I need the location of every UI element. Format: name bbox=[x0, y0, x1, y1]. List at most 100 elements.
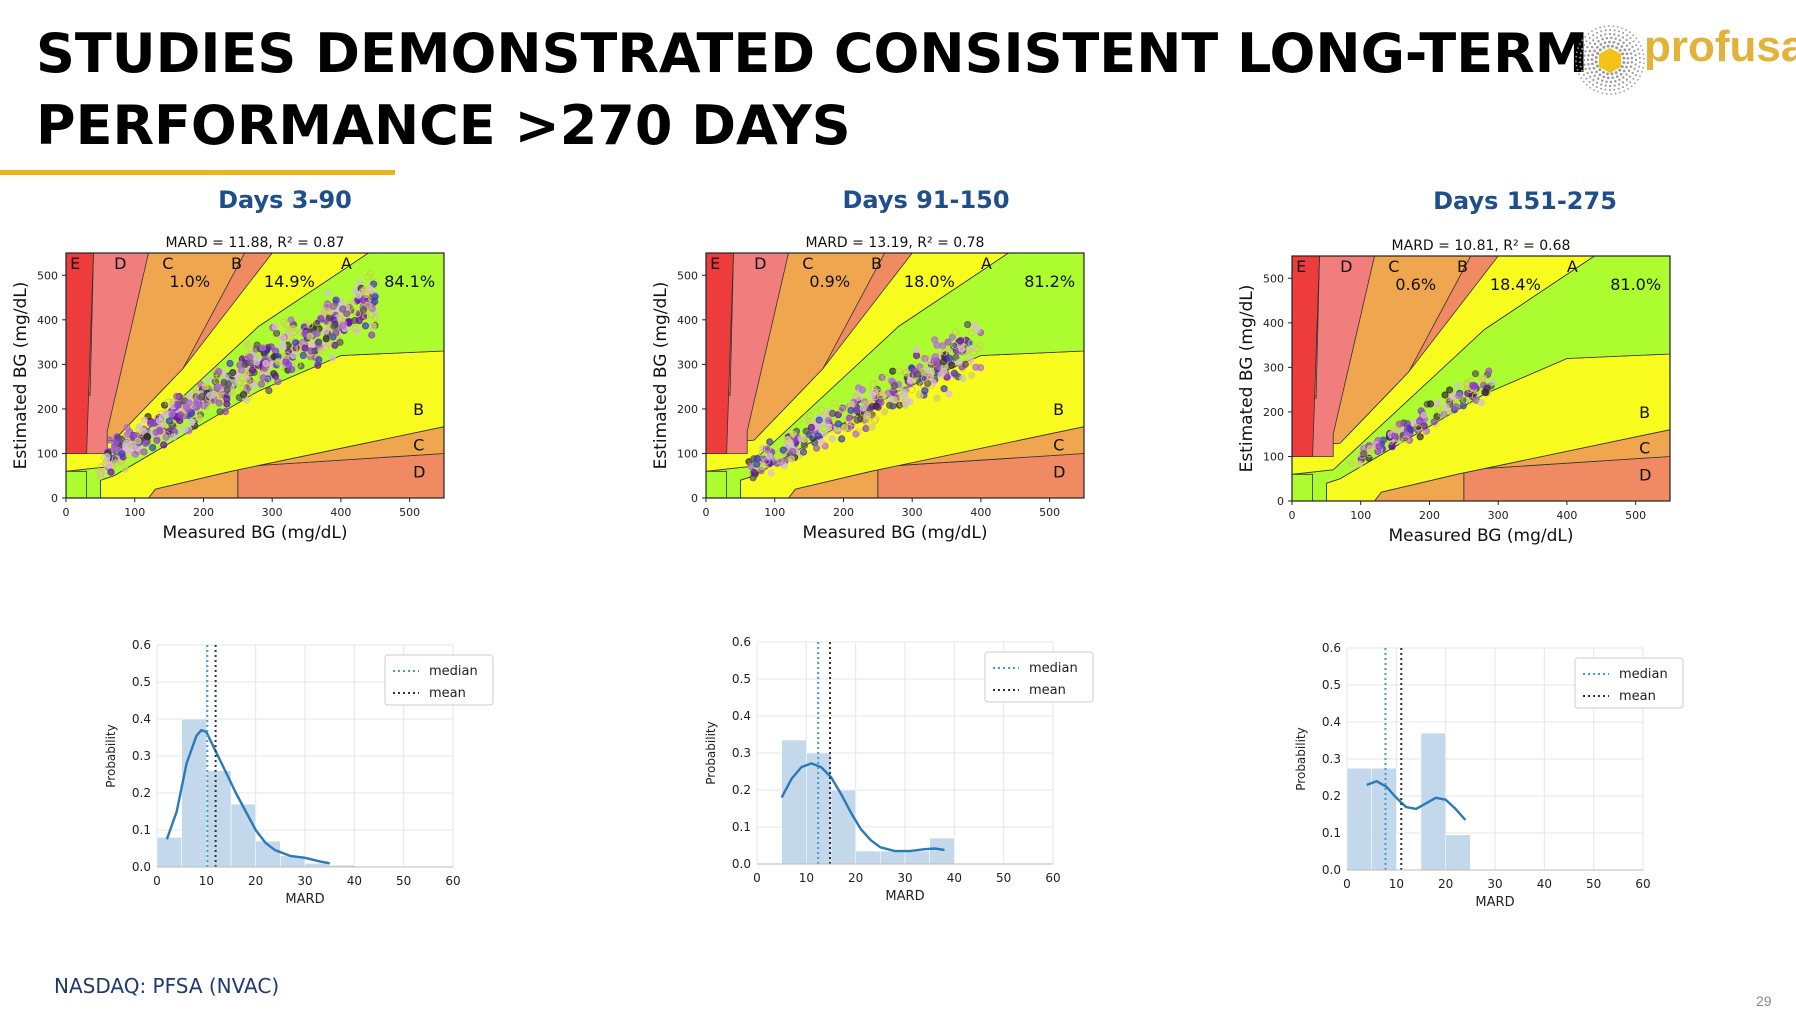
legend-label-mean: mean bbox=[429, 686, 466, 701]
logo-dot-199 bbox=[1589, 86, 1592, 89]
logo-dot-80 bbox=[1608, 84, 1612, 88]
logo-dot-2 bbox=[1601, 70, 1605, 74]
data-point bbox=[784, 436, 792, 444]
zone-percent-a: 81.0% bbox=[1610, 275, 1661, 294]
data-point bbox=[271, 323, 280, 331]
logo-dot-34 bbox=[1592, 66, 1596, 70]
logo-dot-201 bbox=[1582, 80, 1585, 83]
logo-dot-141 bbox=[1579, 65, 1582, 68]
zone-percent-b: 18.0% bbox=[904, 272, 955, 291]
histogram-plot-area: 0 10 20 30 40 50 60 0.0 0.1 0.2 0.3 0.4 0.5 0.6 MARD Pr… bbox=[1294, 641, 1684, 910]
logo-dot-174 bbox=[1625, 29, 1627, 31]
y-tick-label: 0.2 bbox=[732, 783, 751, 797]
logo-dot-60 bbox=[1630, 56, 1634, 60]
logo-dot-109 bbox=[1633, 67, 1636, 70]
data-point bbox=[229, 369, 237, 377]
data-point bbox=[223, 395, 231, 403]
data-point bbox=[173, 392, 181, 400]
mard-histogram-days-3-90: 0 10 20 30 40 50 60 0.0 0.1 0.2 0.3 0.4 0.5 0.6 MARD Pr… bbox=[104, 638, 494, 907]
logo-dot-92 bbox=[1586, 45, 1589, 49]
x-tick-label: 60 bbox=[445, 874, 460, 888]
data-point bbox=[262, 359, 270, 368]
data-point bbox=[1469, 381, 1477, 389]
data-point bbox=[862, 418, 870, 426]
data-point bbox=[941, 348, 949, 356]
y-tick-label: 0.0 bbox=[732, 857, 751, 871]
logo-dot-162 bbox=[1579, 43, 1581, 45]
data-point bbox=[224, 380, 232, 388]
data-point bbox=[951, 341, 959, 350]
slide-title-line-1: STUDIES DEMONSTRATED CONSISTENT LONG-TER… bbox=[36, 22, 1589, 85]
data-point bbox=[890, 382, 899, 390]
x-tick-label: 50 bbox=[1586, 877, 1601, 891]
logo-dot-104 bbox=[1631, 45, 1634, 49]
data-point bbox=[236, 378, 244, 386]
data-point bbox=[948, 361, 956, 369]
x-tick-label: 100 bbox=[124, 506, 145, 519]
zone-a-corner bbox=[705, 470, 727, 499]
data-point bbox=[354, 291, 363, 299]
data-point bbox=[294, 360, 302, 368]
data-point bbox=[1441, 391, 1449, 399]
zone-label-6: C bbox=[1639, 439, 1650, 458]
logo-dot-188 bbox=[1633, 82, 1636, 85]
logo-dot-ring bbox=[1575, 25, 1645, 95]
data-point bbox=[144, 433, 152, 441]
data-point bbox=[279, 341, 287, 349]
panel-heading-1: Days 3-90 bbox=[218, 186, 352, 214]
logo-dot-180 bbox=[1641, 49, 1644, 51]
logo-dot-52 bbox=[1605, 36, 1609, 40]
y-tick-label: 0 bbox=[51, 492, 58, 505]
data-point bbox=[1375, 443, 1383, 451]
data-point bbox=[973, 326, 981, 334]
logo-dot-93 bbox=[1588, 42, 1592, 45]
logo-dot-59 bbox=[1629, 52, 1633, 55]
data-point bbox=[332, 296, 340, 304]
logo-dot-191 bbox=[1623, 90, 1625, 92]
data-point bbox=[970, 349, 978, 357]
logo-dot-179 bbox=[1640, 45, 1642, 47]
logo-dot-23 bbox=[1626, 56, 1630, 60]
histogram-bar bbox=[855, 850, 881, 865]
y-tick-label: 200 bbox=[37, 403, 58, 416]
data-point bbox=[324, 289, 332, 297]
y-tick-label: 100 bbox=[1263, 450, 1284, 463]
data-point bbox=[168, 410, 176, 418]
data-point bbox=[307, 347, 315, 355]
y-tick-label: 0.0 bbox=[132, 860, 151, 874]
logo-wordmark: profusa bbox=[1644, 22, 1796, 71]
chart-title: MARD = 13.19, R² = 0.78 bbox=[806, 235, 985, 251]
x-tick-label: 30 bbox=[1487, 877, 1502, 891]
logo-dot-54 bbox=[1614, 37, 1617, 41]
kde-curve bbox=[780, 762, 945, 853]
data-point bbox=[354, 310, 362, 318]
logo-dot-68 bbox=[1609, 80, 1613, 84]
panel-heading-3: Days 151-275 bbox=[1433, 187, 1617, 215]
data-point bbox=[895, 367, 903, 375]
logo-dot-62 bbox=[1629, 65, 1633, 69]
data-point bbox=[259, 374, 267, 382]
logo-dot-130 bbox=[1617, 87, 1620, 90]
data-point bbox=[902, 368, 910, 376]
logo-dot-31 bbox=[1602, 75, 1606, 79]
data-point bbox=[322, 344, 330, 352]
logo-dot-25 bbox=[1625, 65, 1628, 69]
data-point bbox=[1433, 399, 1441, 407]
x-tick-label: 400 bbox=[970, 506, 991, 519]
data-point bbox=[1446, 386, 1454, 394]
data-point bbox=[834, 420, 842, 428]
logo-dot-65 bbox=[1622, 76, 1625, 79]
x-tick-label: 40 bbox=[947, 871, 962, 885]
logo-dot-41 bbox=[1603, 41, 1607, 45]
data-point bbox=[326, 308, 334, 316]
zone-label-2: C bbox=[162, 254, 173, 273]
data-point bbox=[1403, 431, 1411, 439]
x-tick-label: 50 bbox=[396, 874, 411, 888]
logo-dot-128 bbox=[1625, 83, 1628, 86]
data-point bbox=[237, 366, 246, 374]
data-point bbox=[800, 435, 808, 444]
histogram-bar bbox=[156, 837, 182, 868]
data-point bbox=[948, 333, 956, 341]
logo-dot-168 bbox=[1599, 26, 1601, 29]
logo-dot-136 bbox=[1592, 83, 1594, 86]
